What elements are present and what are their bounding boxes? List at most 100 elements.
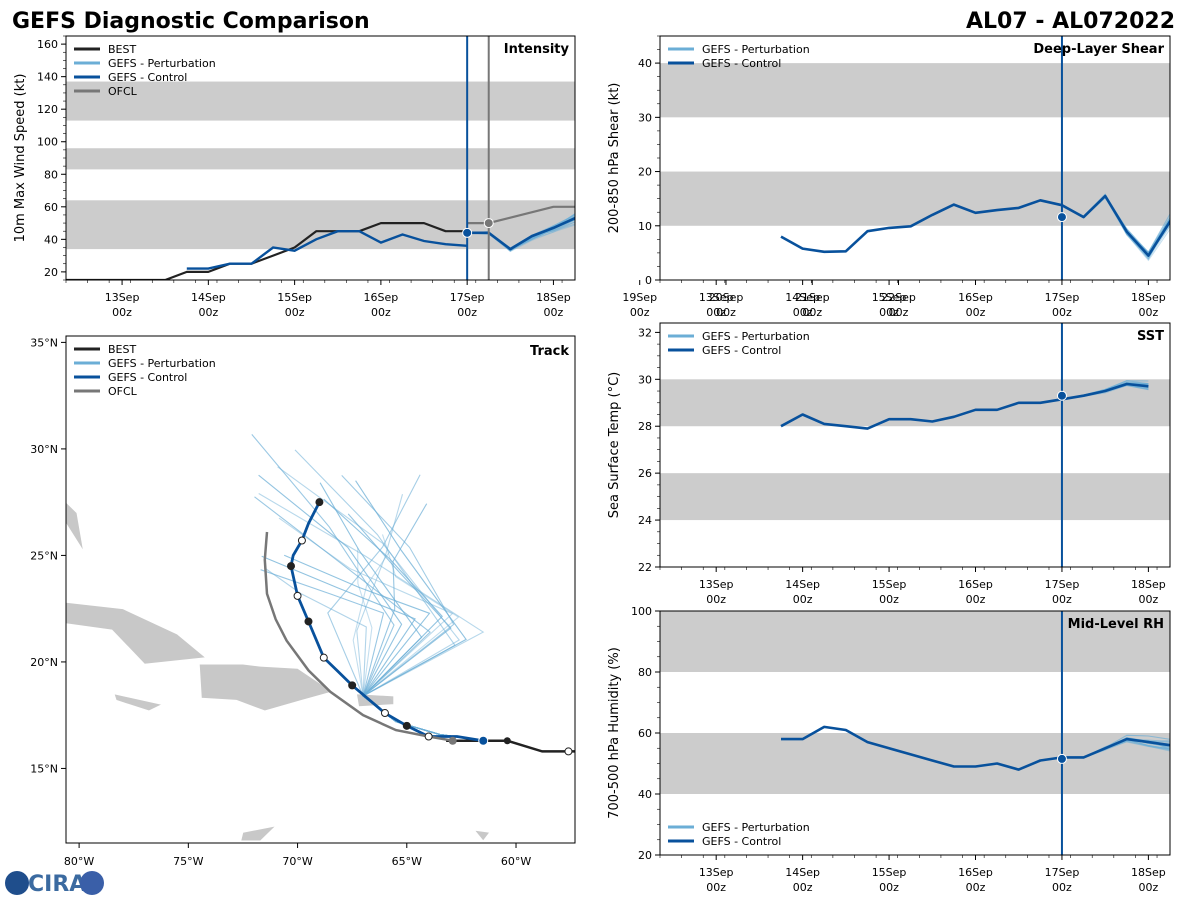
y-tick-label: 24 [638,514,652,527]
x-tick-date: 18Sep [1131,291,1166,304]
panel-intensity: 2040608010012014016013Sep00z14Sep00z15Se… [13,35,916,319]
legend-label: GEFS - Perturbation [108,57,216,70]
y-tick-label: 40 [44,233,58,246]
x-tick-date: 14Sep [785,578,820,591]
y-axis-label: 200-850 hPa Shear (kt) [607,83,622,234]
x-tick-hour: 00z [879,593,899,606]
y-tick-label: 80 [44,168,58,181]
track-line-ofcl [263,531,453,742]
series-line-control [780,194,1170,257]
y-tick-label: 160 [37,38,58,51]
x-tick-date: 20Sep [709,291,744,304]
lat-tick-label: 30°N [30,443,58,456]
x-tick-hour: 00z [793,593,813,606]
best-track-marker [564,747,573,756]
perturbation-member-line [1061,741,1170,759]
x-tick-hour: 00z [1138,881,1158,894]
x-tick-date: 13Sep [699,578,734,591]
threshold-band [66,148,575,170]
x-tick-hour: 00z [544,306,564,319]
legend-label: GEFS - Control [108,371,187,384]
x-tick-hour: 00z [802,306,822,319]
x-tick-hour: 00z [706,306,726,319]
x-tick-date: 16Sep [958,578,993,591]
perturbation-track [327,474,484,742]
y-axis-label: 10m Max Wind Speed (kt) [13,74,28,243]
land-mass [66,501,84,552]
perturbation-member-line [467,215,575,249]
perturbation-member-line [1061,734,1170,758]
x-tick-date: 18Sep [1131,578,1166,591]
x-tick-date: 19Sep [622,291,657,304]
perturbation-track [347,513,484,742]
ofcl-init-marker [483,218,494,229]
init-marker [1056,212,1067,223]
perturbation-member-line [1061,739,1170,758]
x-tick-date: 16Sep [958,866,993,879]
perturbation-member-line [1061,739,1170,759]
perturbation-member-line [467,224,575,253]
legend-label: GEFS - Control [702,344,781,357]
x-tick-hour: 00z [966,881,986,894]
x-tick-date: 17Sep [1045,291,1080,304]
plot-area-shear [660,63,1170,262]
x-tick-hour: 00z [706,593,726,606]
x-tick-date: 15Sep [277,291,312,304]
cira-logo-icon [5,871,29,895]
y-tick-label: 100 [631,605,652,618]
x-tick-date: 13Sep [699,291,734,304]
init-marker [462,227,473,238]
track-time-marker [348,681,357,690]
perturbation-member-line [1061,196,1170,260]
x-tick-date: 16Sep [958,291,993,304]
x-tick-hour: 00z [1052,306,1072,319]
series-line-control [780,382,1149,430]
legend-label: GEFS - Perturbation [702,43,810,56]
x-tick-date: 13Sep [699,866,734,879]
legend-label: OFCL [108,385,138,398]
panel-title: Track [530,344,569,359]
axes-frame [65,335,576,844]
y-tick-label: 80 [638,666,652,679]
track-time-marker [287,562,296,571]
perturbation-member-line [1061,194,1170,253]
perturbation-member-line [467,221,575,252]
track-time-marker [297,536,306,545]
x-tick-date: 14Sep [191,291,226,304]
y-tick-label: 22 [638,561,652,574]
threshold-band [660,611,1170,672]
land-mass [198,663,334,712]
lon-tick-label: 75°W [173,855,203,868]
legend-label: GEFS - Perturbation [108,357,216,370]
land-mass [66,601,207,665]
x-tick-date: 22Sep [881,291,916,304]
plot-area-sst [660,379,1170,521]
x-tick-hour: 00z [879,306,899,319]
perturbation-member-line [467,214,575,251]
perturbation-member-line [467,221,575,252]
threshold-band [660,733,1170,794]
panel-title: Intensity [504,42,570,57]
track-time-marker [304,617,313,626]
ofcl-track-marker [448,736,457,745]
lat-tick-label: 15°N [30,762,58,775]
track-time-marker [424,732,433,741]
legend-label: BEST [108,343,136,356]
threshold-band [66,81,575,121]
series-line-control [467,216,575,251]
perturbation-member-line [1061,738,1170,758]
cira-logo-text: CIRA [28,872,86,897]
y-tick-label: 20 [638,166,652,179]
land-mass [473,829,491,842]
series-line-best [66,222,468,280]
figure-title: GEFS Diagnostic Comparison [12,9,370,34]
y-tick-label: 0 [645,274,652,287]
x-tick-date: 18Sep [1131,866,1166,879]
storm-id-title: AL07 - AL072022 [966,9,1175,34]
x-tick-hour: 00z [793,881,813,894]
threshold-band [660,473,1170,521]
x-tick-hour: 00z [457,306,477,319]
panel-title: SST [1137,329,1164,344]
y-tick-label: 120 [37,103,58,116]
lat-tick-label: 20°N [30,656,58,669]
